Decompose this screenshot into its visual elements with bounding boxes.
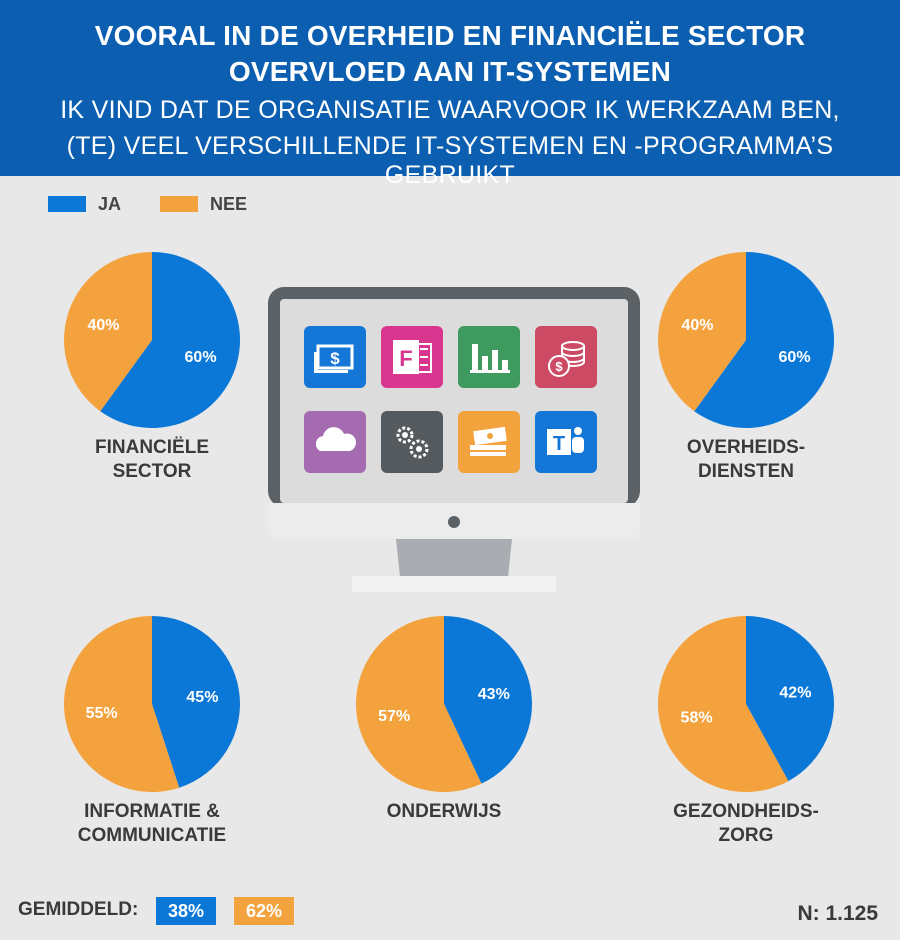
legend-nee: NEE [160,194,247,214]
legend-ja: JA [48,194,121,214]
svg-text:$: $ [330,349,340,368]
category-label-line1: ONDERWIJS [386,801,502,822]
coins-icon: $ [535,326,597,388]
average-nee-badge: 62% [234,897,294,925]
pie-slice-label-ja: 60% [185,349,217,366]
pie-slice-label-nee: 40% [87,317,119,334]
average-ja-badge: 38% [156,897,216,925]
pie-slice-label-nee: 58% [681,710,713,727]
category-label-overheidsdiensten: OVERHEIDS- DIENSTEN [626,436,866,484]
average-label: GEMIDDELD: [18,899,139,920]
category-label-financiele-sector: FINANCIËLE SECTOR [32,436,272,484]
dollar-bill-icon: $ [304,326,366,388]
category-label-gezondheidszorg: GEZONDHEIDS- ZORG [626,800,866,848]
teams-icon: T [535,411,597,473]
title-line-2: OVERVLOED AAN IT-SYSTEMEN [228,56,672,87]
pie-slice-label-ja: 42% [779,684,811,701]
category-label-line1: FINANCIËLE [95,437,209,458]
pie-slice-label-nee: 40% [681,317,713,334]
money-stack-icon [458,411,520,473]
bar-chart-icon [458,326,520,388]
svg-text:$: $ [555,359,563,374]
pie-slice-label-nee: 55% [86,705,118,722]
pie-slice-nee [64,616,180,792]
subtitle-line-2: (TE) VEEL VERSCHILLENDE IT-SYSTEMEN EN -… [66,132,834,189]
monitor-power-dot [448,516,460,528]
pie-chart-gezondheidszorg: 42% 58% [658,616,834,792]
sample-size: N: 1.125 [797,902,878,925]
cloud-icon [304,411,366,473]
svg-text:T: T [553,433,565,455]
legend-nee-label: NEE [210,193,248,214]
forms-app-icon: F [381,326,443,388]
pie-slice-nee [356,616,482,792]
legend-ja-swatch [48,196,86,212]
legend-ja-label: JA [98,193,122,214]
legend-nee-swatch [160,196,198,212]
pie-slice-label-ja: 60% [779,349,811,366]
gears-icon [381,411,443,473]
pie-slice-nee [658,616,789,792]
pie-slice-label-ja: 45% [186,689,218,706]
svg-text:F: F [399,346,412,371]
monitor-stand [396,539,512,577]
pie-slice-label-nee: 57% [378,708,410,725]
monitor-base [352,576,556,592]
pie-slice-ja [100,252,240,428]
pie-slice-nee [64,252,152,412]
category-label-line1: GEZONDHEIDS- [673,801,819,822]
pie-slice-ja [152,616,241,788]
pie-slice-ja [444,616,532,784]
category-label-line2: SECTOR [112,461,192,482]
category-label-informatie-communicatie: INFORMATIE & COMMUNICATIE [32,800,272,848]
pie-slice-label-ja: 43% [478,686,510,703]
pie-slice-ja [746,616,834,782]
category-label-onderwijs: ONDERWIJS [324,800,564,824]
category-label-line2: ZORG [718,825,774,846]
header: VOORAL IN DE OVERHEID EN FINANCIËLE SECT… [0,0,900,189]
pie-slice-ja [694,252,834,428]
pie-chart-overheidsdiensten: 60% 40% [658,252,834,428]
pie-chart-informatie-communicatie: 45% 55% [64,616,241,792]
category-label-line2: DIENSTEN [697,461,795,482]
category-label-line1: INFORMATIE & [84,801,220,822]
category-label-line1: OVERHEIDS- [686,437,806,458]
subtitle-line-1: IK VIND DAT DE ORGANISATIE WAARVOOR IK W… [60,96,840,124]
pie-slice-nee [658,252,746,412]
pie-chart-onderwijs: 43% 57% [356,616,532,792]
pie-chart-financiele-sector: 60% 40% [64,252,240,428]
category-label-line2: COMMUNICATIE [77,825,227,846]
title-line-1: VOORAL IN DE OVERHEID EN FINANCIËLE SECT… [94,20,806,51]
